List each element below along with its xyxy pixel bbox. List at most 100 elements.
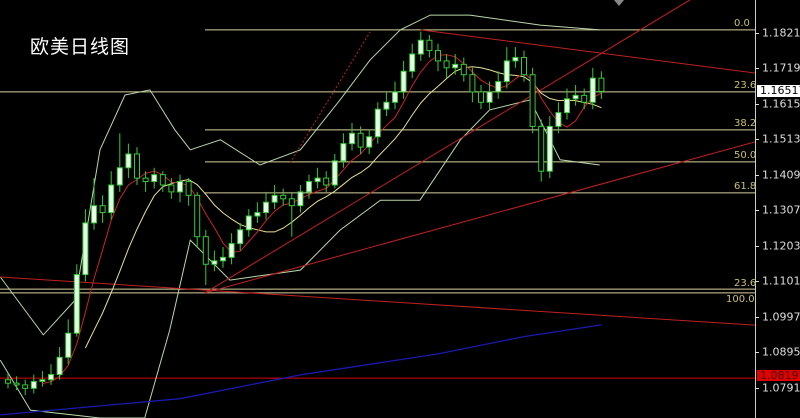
axis-tick-label: 1.09970	[762, 310, 800, 324]
candle-body	[314, 177, 321, 183]
candle-body	[478, 91, 484, 103]
candle-body	[460, 63, 467, 76]
axis-tick-label: 1.13070	[762, 203, 800, 217]
trendline	[204, 141, 755, 294]
candle-body	[357, 132, 364, 148]
axis-tick-label: 1.14090	[762, 168, 800, 182]
candle-body	[22, 384, 29, 389]
candle-body	[340, 143, 347, 162]
candle-body	[211, 260, 218, 265]
candle-body	[564, 98, 570, 114]
price-chart[interactable]	[0, 0, 755, 418]
candle-body	[521, 56, 527, 76]
candle-body	[400, 70, 407, 93]
candle-body	[435, 50, 441, 62]
fib-label: 23.6	[734, 277, 757, 289]
axis-tick-mark	[755, 246, 759, 247]
axis-tick-mark	[755, 175, 759, 176]
trendline	[289, 31, 371, 164]
axis-tick-mark	[755, 281, 759, 283]
axis-tick-label: 1.12030	[762, 239, 800, 253]
candle-body	[82, 222, 89, 276]
candle-body	[392, 91, 398, 103]
trendline	[0, 276, 755, 326]
candle-body	[512, 56, 519, 62]
axis-tick-mark	[755, 104, 759, 105]
chart-shift-marker-icon[interactable]	[614, 0, 624, 6]
moving-average-slow	[84, 66, 602, 349]
long-moving-average	[0, 324, 602, 416]
candle-body	[254, 212, 261, 217]
fib-label: 0.0	[734, 18, 750, 30]
axis-tick-label: 1.17190	[762, 61, 800, 75]
current-price-label: 1.16517	[757, 85, 800, 97]
candle-body	[30, 380, 37, 389]
candle-body	[589, 77, 596, 103]
axis-tick-label: 1.15130	[762, 132, 800, 146]
candle-body	[99, 205, 106, 214]
candle-body	[245, 215, 252, 231]
candle-body	[39, 379, 46, 382]
candle-body	[159, 174, 166, 186]
candle-body	[263, 201, 269, 214]
axis-tick-mark	[755, 139, 759, 141]
candle-body	[91, 205, 97, 224]
candle-body	[125, 153, 132, 169]
candle-body	[443, 60, 450, 69]
candle-body	[546, 125, 553, 172]
price-axis-line	[755, 0, 756, 418]
candle-body	[271, 194, 278, 203]
candle-body	[409, 53, 416, 72]
candle-body	[417, 39, 424, 55]
candle-body	[48, 374, 54, 381]
candle-body	[177, 181, 183, 193]
candle-body	[65, 332, 72, 358]
candle-body	[220, 256, 226, 262]
candle-body	[469, 74, 476, 93]
fib-label: 100.0	[726, 294, 755, 306]
candle-body	[529, 74, 536, 127]
fib-label: 23.6	[734, 80, 757, 92]
candle-body	[374, 108, 381, 138]
candle-body	[503, 60, 510, 83]
candle-body	[555, 112, 562, 127]
fib-label: 61.8	[734, 181, 757, 193]
candle-body	[151, 174, 158, 183]
moving-average-fast	[42, 54, 602, 384]
candle-body	[142, 177, 149, 183]
axis-tick-mark	[755, 388, 759, 389]
fib-label: 50.0	[734, 150, 757, 162]
fib-label: 38.2	[734, 118, 757, 130]
axis-tick-label: 1.08950	[762, 345, 800, 359]
candle-body	[452, 63, 459, 69]
candle-body	[331, 160, 338, 186]
candle-body	[572, 94, 579, 100]
candle-body	[5, 379, 11, 384]
candle-body	[185, 181, 192, 196]
candle-body	[495, 81, 502, 93]
candle-body	[306, 181, 312, 193]
bollinger-upper-band	[0, 14, 600, 336]
axis-tick-mark	[755, 352, 759, 354]
candle-body	[168, 184, 175, 193]
candle-body	[134, 153, 140, 179]
chart-title: 欧美日线图	[30, 36, 131, 58]
axis-tick-label: 1.18210	[762, 26, 800, 40]
axis-tick-label: 1.11010	[762, 274, 800, 288]
candle-body	[349, 132, 355, 145]
candle-body	[280, 194, 287, 200]
trendline	[420, 29, 755, 74]
candle-body	[116, 167, 123, 186]
candle-body	[323, 177, 330, 186]
candle-body	[13, 382, 20, 386]
candle-body	[426, 39, 433, 52]
axis-tick-mark	[755, 68, 759, 70]
axis-tick-mark	[755, 317, 759, 318]
candle-body	[366, 136, 373, 148]
candle-body	[538, 125, 545, 172]
candle-body	[202, 236, 209, 265]
candle-body	[237, 229, 244, 245]
candle-body	[297, 191, 304, 207]
candle-body	[288, 198, 295, 207]
